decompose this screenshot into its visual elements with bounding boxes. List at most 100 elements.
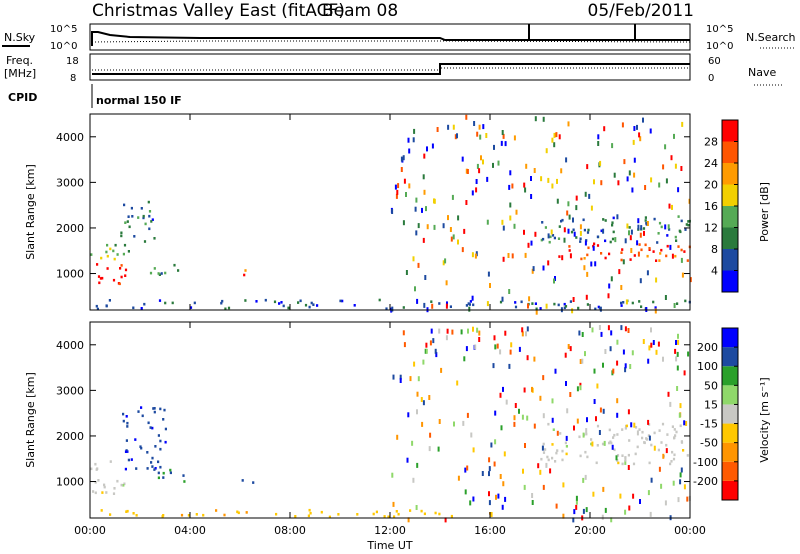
data-cell <box>636 240 639 246</box>
data-cell <box>164 271 167 275</box>
data-cell <box>149 271 153 275</box>
data-cell <box>664 500 667 506</box>
data-cell <box>664 144 667 150</box>
data-cell <box>600 229 603 233</box>
data-cell <box>438 419 441 424</box>
data-cell <box>415 197 418 203</box>
data-cell <box>544 226 547 229</box>
data-cell <box>650 443 653 447</box>
data-cell <box>486 176 489 182</box>
data-cell <box>494 439 497 445</box>
data-cell <box>610 517 613 523</box>
data-cell <box>573 509 576 515</box>
data-cell <box>535 309 538 315</box>
data-cell <box>488 500 491 506</box>
data-cell <box>244 299 247 302</box>
freq-label-line1: Freq. <box>6 54 33 67</box>
data-cell <box>187 514 190 517</box>
data-cell <box>648 345 651 351</box>
noise-search-trace <box>91 40 691 43</box>
data-cell <box>523 387 526 393</box>
data-cell <box>624 427 627 430</box>
data-cell <box>500 425 503 431</box>
data-cell <box>139 445 142 448</box>
data-cell <box>649 128 652 134</box>
data-cell <box>563 237 566 243</box>
data-cell <box>569 392 572 397</box>
data-cell <box>643 441 646 444</box>
data-cell <box>559 432 562 435</box>
data-cell <box>642 227 646 230</box>
data-cell <box>454 134 457 140</box>
data-cell <box>393 515 396 518</box>
data-cell <box>308 305 311 309</box>
data-cell <box>124 467 127 471</box>
data-cell <box>556 198 559 204</box>
data-cell <box>255 300 258 303</box>
data-cell <box>421 207 423 213</box>
data-cell <box>339 299 342 303</box>
x-axis-label: Time UT <box>366 539 412 552</box>
data-cell <box>686 259 689 262</box>
data-cell <box>394 184 397 190</box>
data-cell <box>523 229 525 235</box>
data-cell <box>603 440 606 446</box>
data-cell <box>526 355 529 361</box>
data-cell <box>521 331 524 337</box>
data-cell <box>668 203 671 209</box>
data-cell <box>157 476 160 480</box>
data-cell <box>278 302 281 305</box>
data-cell <box>445 280 448 286</box>
data-cell <box>148 227 151 231</box>
data-cell <box>420 509 423 513</box>
data-cell <box>119 267 122 270</box>
data-cell <box>542 451 546 454</box>
data-cell <box>487 271 490 277</box>
data-cell <box>566 210 569 216</box>
data-cell <box>151 465 154 468</box>
data-cell <box>397 183 400 189</box>
data-cell <box>644 243 647 247</box>
power-x-ticks <box>89 114 691 310</box>
data-cell <box>582 218 585 222</box>
data-cell <box>116 253 119 256</box>
data-cell <box>620 304 623 307</box>
data-cell <box>406 457 409 463</box>
data-cell <box>658 221 662 225</box>
data-cell <box>422 400 425 406</box>
data-cell <box>297 301 300 304</box>
data-cell <box>561 458 564 462</box>
colorbar-segment <box>722 141 738 163</box>
data-cell <box>264 298 267 302</box>
data-cell <box>134 438 137 441</box>
data-cell <box>607 325 610 331</box>
data-cell <box>653 445 656 451</box>
data-cell <box>154 467 157 470</box>
data-cell <box>560 219 563 223</box>
colorbar-segment <box>722 423 738 443</box>
data-cell <box>489 283 491 288</box>
data-cell <box>97 275 101 278</box>
data-cell <box>656 241 659 244</box>
data-cell <box>502 386 504 392</box>
colorbar-segment <box>722 184 738 206</box>
data-cell <box>685 223 688 226</box>
data-cell <box>502 481 505 487</box>
data-cell <box>100 256 103 260</box>
data-cell <box>575 236 578 239</box>
data-cell <box>609 240 612 244</box>
data-cell <box>673 453 676 457</box>
data-cell <box>488 471 490 477</box>
data-cell <box>474 344 477 350</box>
data-cell <box>675 239 678 242</box>
data-cell <box>95 468 98 471</box>
data-cell <box>461 247 464 253</box>
data-cell <box>475 179 478 184</box>
data-cell <box>586 455 589 459</box>
data-cell <box>407 412 410 418</box>
data-cell <box>621 454 624 457</box>
data-cell <box>407 137 410 143</box>
colorbar-tick-label: 50 <box>704 379 718 392</box>
data-cell <box>476 131 479 137</box>
data-cell <box>533 168 536 173</box>
